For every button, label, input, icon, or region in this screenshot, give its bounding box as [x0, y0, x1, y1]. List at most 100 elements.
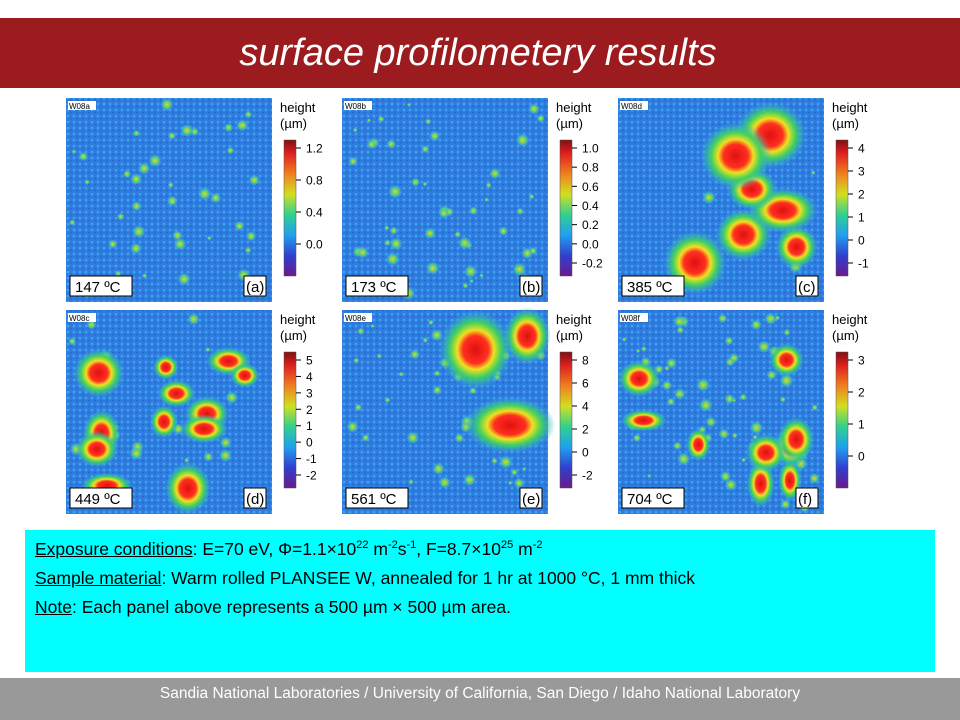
superscript: -2	[387, 539, 398, 551]
tick-label: 0.8	[306, 174, 323, 188]
spot	[696, 377, 711, 392]
letter-box	[243, 275, 267, 297]
spot	[389, 237, 403, 251]
tick-label: 1	[858, 211, 865, 225]
spot	[479, 273, 484, 278]
spot	[485, 182, 492, 189]
unit-label: (µm)	[280, 328, 307, 343]
spot	[366, 139, 377, 150]
spot	[429, 130, 440, 142]
spot	[187, 312, 200, 326]
blob	[75, 430, 119, 468]
unit-label: (µm)	[556, 328, 583, 343]
spot	[454, 231, 461, 238]
spot	[234, 220, 245, 232]
spot	[766, 369, 777, 381]
spot	[116, 212, 125, 221]
tick-label: 0	[306, 436, 313, 450]
spot	[673, 387, 686, 400]
blob	[464, 396, 556, 454]
tick-label: 0.0	[582, 237, 599, 251]
letter-box	[519, 487, 543, 509]
blob	[229, 363, 260, 388]
temperature: 147 ºC	[75, 279, 121, 296]
spot	[764, 312, 777, 325]
note-label: Exposure conditions	[35, 538, 193, 559]
spot	[677, 452, 691, 466]
spot	[129, 446, 144, 461]
panel-id: W08d	[621, 102, 642, 111]
spot	[132, 224, 146, 239]
panel-letter: (b)	[522, 279, 540, 296]
spot	[180, 123, 194, 138]
panel-letter: (c)	[798, 279, 816, 296]
tick-label: 0.4	[582, 199, 599, 213]
spot	[783, 328, 791, 336]
spot	[354, 403, 363, 412]
spot	[811, 404, 819, 411]
spot	[78, 151, 89, 162]
spot	[386, 139, 397, 149]
tick-label: 6	[582, 377, 589, 391]
tick-label: 4	[858, 142, 865, 156]
spot	[68, 337, 77, 346]
spot	[621, 337, 627, 342]
tick-label: 0.6	[582, 180, 599, 194]
blob	[617, 360, 660, 398]
note: Note: Each panel above represents a 500 …	[35, 597, 925, 617]
spot	[406, 431, 420, 445]
spot	[430, 328, 443, 342]
spot	[673, 441, 682, 451]
blob	[157, 379, 196, 408]
note-text: m	[513, 538, 533, 559]
spot	[432, 385, 442, 395]
spot	[167, 181, 174, 188]
tick-label: -2	[306, 469, 317, 483]
blob	[149, 405, 179, 439]
spot	[728, 352, 740, 364]
temperature: 385 ºC	[627, 279, 673, 296]
blob	[745, 433, 787, 472]
micrograph	[342, 98, 548, 302]
blob	[777, 417, 815, 462]
spot	[507, 480, 513, 486]
superscript: -2	[532, 539, 543, 551]
spot	[69, 219, 76, 226]
tick-label: 2	[858, 188, 865, 202]
id-box	[68, 313, 96, 322]
spot	[463, 473, 476, 487]
spot	[388, 184, 403, 199]
tick-label: 4	[306, 370, 313, 384]
tick-label: 3	[858, 165, 865, 179]
spot	[348, 156, 358, 167]
note-text: : Warm rolled PLANSEE W, annealed for 1 …	[161, 567, 695, 588]
temperature: 561 ºC	[351, 491, 397, 508]
id-box	[620, 313, 648, 322]
spot	[731, 432, 738, 439]
micrograph	[618, 98, 824, 302]
superscript: 22	[356, 539, 369, 551]
id-box	[68, 101, 96, 110]
spot	[512, 262, 527, 277]
blob	[775, 225, 818, 269]
spot	[428, 319, 434, 326]
spot	[203, 451, 214, 462]
height-label: height	[280, 100, 316, 115]
spot	[370, 324, 375, 329]
spot	[421, 145, 430, 154]
spot	[739, 393, 747, 401]
spot	[724, 478, 738, 492]
letter-box	[795, 275, 819, 297]
superscript: -1	[406, 539, 417, 551]
spot	[810, 170, 816, 176]
blob	[700, 122, 772, 190]
spot	[528, 103, 540, 115]
blob	[180, 414, 228, 444]
tick-label: 1	[858, 418, 865, 432]
spot	[749, 420, 764, 435]
spot	[346, 420, 359, 433]
spot	[130, 173, 143, 186]
tick-label: -2	[582, 469, 593, 483]
note: Exposure conditions: E=70 eV, Φ=1.1×1022…	[35, 536, 925, 559]
